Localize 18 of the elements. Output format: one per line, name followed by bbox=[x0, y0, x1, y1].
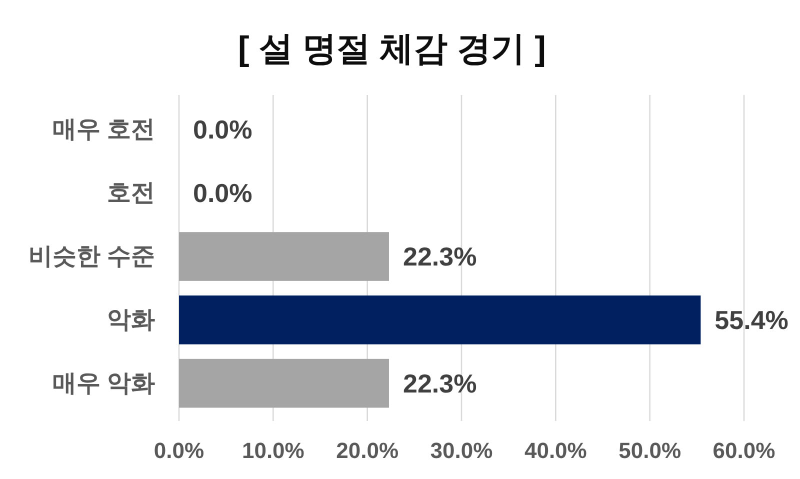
category-label: 매우 악화 bbox=[52, 370, 155, 397]
data-label: 22.3% bbox=[403, 368, 477, 398]
tick-label: 0.0% bbox=[154, 438, 204, 463]
category-label: 호전 bbox=[107, 180, 155, 207]
tick-label: 50.0% bbox=[618, 438, 682, 463]
category-label: 악화 bbox=[107, 306, 155, 334]
category-label: 비슷한 수준 bbox=[28, 243, 155, 270]
data-label: 0.0% bbox=[193, 114, 252, 145]
tick-label: 60.0% bbox=[712, 438, 776, 463]
data-label: 55.4% bbox=[714, 304, 788, 335]
title: [ 설 명절 체감 경기 ] bbox=[238, 30, 546, 68]
tick-label: 30.0% bbox=[430, 438, 493, 463]
category-label: 매우 호전 bbox=[52, 116, 155, 144]
tick-label: 40.0% bbox=[524, 438, 587, 463]
tick-label: 20.0% bbox=[336, 438, 399, 463]
data-label: 0.0% bbox=[193, 178, 252, 208]
tick-label: 10.0% bbox=[242, 438, 304, 463]
data-label: 22.3% bbox=[403, 242, 477, 272]
